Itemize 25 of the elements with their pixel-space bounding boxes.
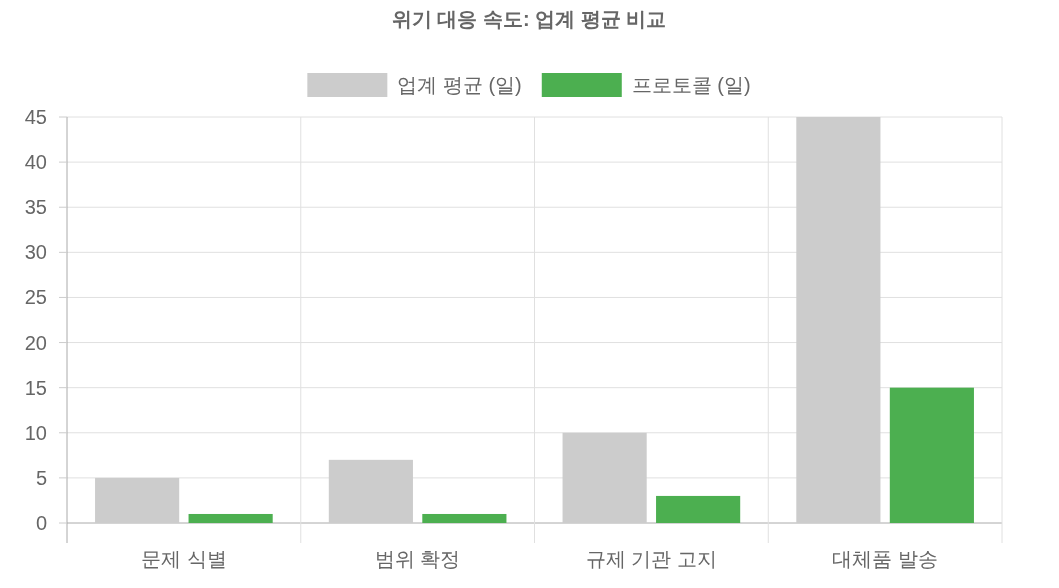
bar (889, 387, 974, 523)
y-tick-label: 45 (24, 106, 47, 128)
x-tick-label: 범위 확정 (374, 548, 461, 570)
bar (796, 117, 881, 523)
bar (328, 459, 413, 523)
y-tick-label: 40 (24, 151, 47, 174)
y-tick-label: 0 (35, 512, 47, 534)
bar (95, 477, 180, 523)
y-tick-label: 30 (24, 241, 47, 264)
x-tick-label: 대체품 발송 (832, 548, 938, 570)
x-tick-label: 규제 기관 고지 (585, 548, 717, 570)
y-tick-label: 10 (24, 421, 47, 444)
y-tick-label: 5 (35, 466, 47, 489)
bar (422, 513, 507, 523)
chart-title: 위기 대응 속도: 업계 평균 비교 (391, 8, 667, 30)
bar (656, 495, 741, 523)
y-tick-label: 25 (24, 286, 47, 309)
x-tick-label: 문제 식별 (141, 548, 227, 570)
y-tick-label: 15 (24, 376, 47, 399)
legend-label: 업계 평균 (일) (397, 74, 522, 96)
legend-label: 프로토콜 (일) (631, 74, 751, 96)
y-tick-label: 35 (24, 196, 47, 219)
y-tick-label: 20 (24, 331, 47, 354)
bar (562, 432, 647, 523)
bar (188, 513, 273, 523)
